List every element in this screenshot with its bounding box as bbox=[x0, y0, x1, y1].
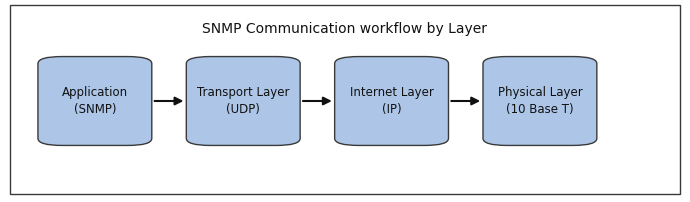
FancyBboxPatch shape bbox=[10, 5, 680, 194]
FancyBboxPatch shape bbox=[483, 57, 597, 145]
FancyBboxPatch shape bbox=[38, 57, 152, 145]
Text: Physical Layer
(10 Base T): Physical Layer (10 Base T) bbox=[497, 86, 582, 116]
Text: Transport Layer
(UDP): Transport Layer (UDP) bbox=[197, 86, 290, 116]
Text: Internet Layer
(IP): Internet Layer (IP) bbox=[350, 86, 433, 116]
Text: SNMP Communication workflow by Layer: SNMP Communication workflow by Layer bbox=[202, 22, 488, 36]
Text: Application
(SNMP): Application (SNMP) bbox=[62, 86, 128, 116]
FancyBboxPatch shape bbox=[335, 57, 448, 145]
FancyBboxPatch shape bbox=[186, 57, 300, 145]
